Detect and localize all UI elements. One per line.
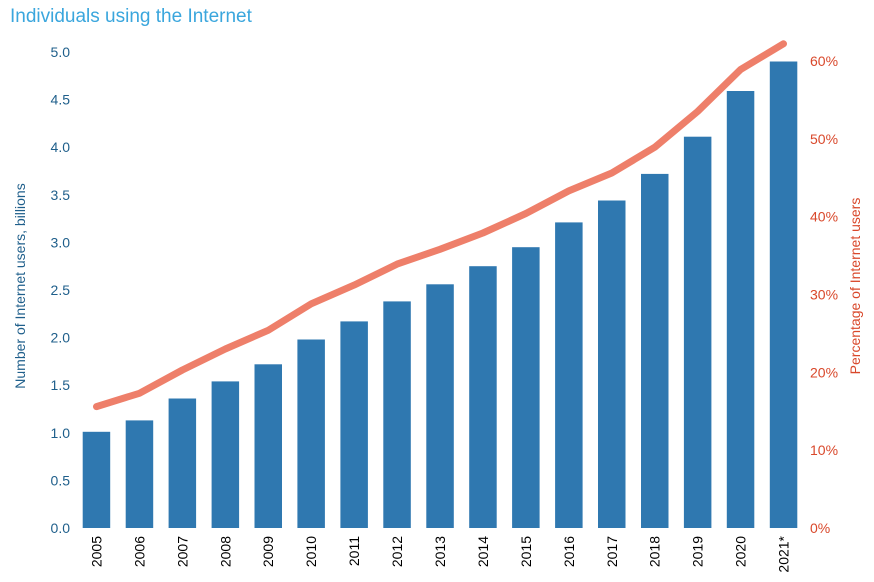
bar-2017 <box>598 200 626 528</box>
x-tick-label: 2013 <box>432 536 448 567</box>
right-tick-label: 20% <box>810 364 838 380</box>
bar-2012 <box>383 301 411 528</box>
left-tick-label: 1.0 <box>51 425 71 441</box>
left-tick-label: 4.5 <box>51 92 71 108</box>
x-tick-label: 2005 <box>89 536 105 567</box>
percentage-line <box>93 40 787 411</box>
left-tick-label: 5.0 <box>51 44 71 60</box>
y-axis-label-left: Number of Internet users, billions <box>12 183 28 388</box>
right-tick-label: 60% <box>810 53 838 69</box>
x-tick-label: 2011 <box>346 536 362 566</box>
bar-2020 <box>726 91 755 528</box>
bar-2008 <box>211 381 240 528</box>
right-tick-label: 30% <box>810 287 838 303</box>
x-tick-label: 2007 <box>174 536 190 567</box>
x-tick-label: 2018 <box>647 536 663 567</box>
x-tick-label: 2015 <box>518 536 534 567</box>
x-tick-label: 2006 <box>131 536 147 567</box>
left-tick-label: 0.5 <box>51 472 71 488</box>
bar-2007 <box>168 398 197 528</box>
chart-title: Individuals using the Internet <box>10 6 252 27</box>
bar-2011 <box>340 321 368 528</box>
x-tick-label: 2008 <box>217 536 233 567</box>
x-tick-label: 2014 <box>475 536 491 567</box>
bar-2021* <box>769 61 798 528</box>
left-tick-label: 1.5 <box>51 377 71 393</box>
bar-2010 <box>297 339 325 528</box>
x-tick-label: 2012 <box>389 536 405 567</box>
right-tick-label: 40% <box>810 209 838 225</box>
x-tick-label: 2021* <box>776 535 792 572</box>
bar-2009 <box>254 364 282 528</box>
left-tick-label: 3.0 <box>51 234 71 250</box>
x-tick-label: 2020 <box>733 536 749 567</box>
left-tick-label: 2.0 <box>51 330 71 346</box>
right-tick-label: 0% <box>810 520 830 536</box>
bar-2006 <box>125 420 154 528</box>
bar-2013 <box>426 284 454 528</box>
bar-2019 <box>683 136 712 528</box>
bar-2005 <box>82 431 111 528</box>
y-axis-label-right: Percentage of Internet users <box>847 198 863 375</box>
bar-2018 <box>641 173 669 528</box>
left-tick-label: 0.0 <box>51 520 71 536</box>
x-tick-label: 2016 <box>561 536 577 567</box>
left-tick-label: 2.5 <box>51 282 71 298</box>
bar-2014 <box>469 266 497 528</box>
bar-2016 <box>555 222 583 528</box>
left-tick-label: 3.5 <box>51 187 71 203</box>
bar-2015 <box>512 247 540 528</box>
x-tick-label: 2009 <box>260 536 276 567</box>
left-tick-label: 4.0 <box>51 139 71 155</box>
x-tick-label: 2017 <box>604 536 620 567</box>
right-tick-label: 10% <box>810 442 838 458</box>
right-tick-label: 50% <box>810 131 838 147</box>
x-tick-label: 2019 <box>690 536 706 567</box>
x-tick-label: 2010 <box>303 536 319 567</box>
